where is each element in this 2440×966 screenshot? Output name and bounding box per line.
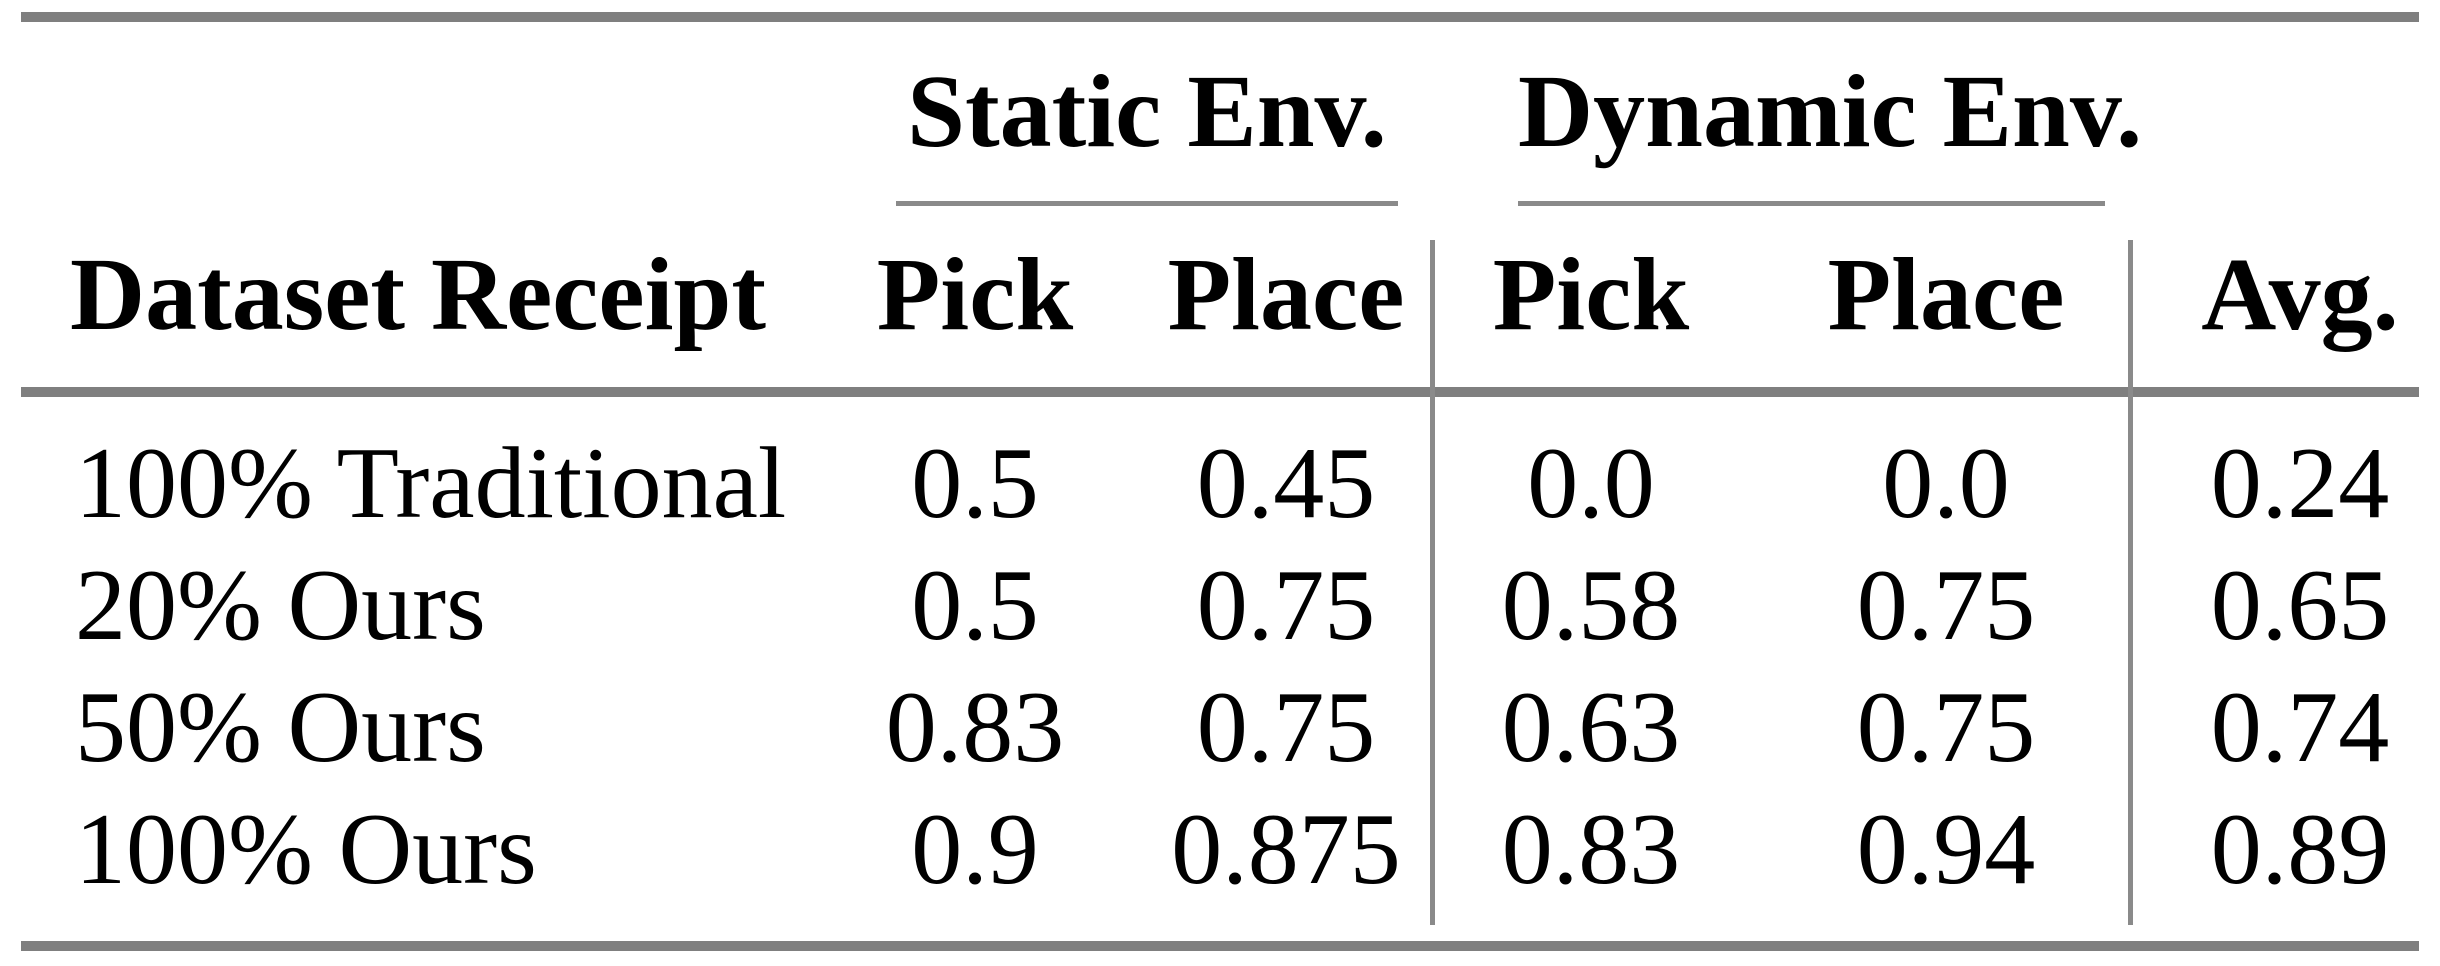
table-row: 20% Ours 0.5 0.75 0.58 0.75 0.65: [0, 545, 2440, 667]
cell-static-place: 0.875: [1171, 793, 1401, 906]
row-label: 20% Ours: [75, 549, 486, 662]
group-header-dynamic-env: Dynamic Env.: [1518, 54, 2143, 169]
table-bottom-rule: [21, 941, 2419, 951]
cell-dynamic-pick: 0.83: [1501, 793, 1681, 906]
cell-static-pick: 0.5: [911, 427, 1039, 540]
column-header-dynamic-place: Place: [1827, 237, 2065, 352]
table-top-rule: [21, 12, 2419, 22]
cell-dynamic-place: 0.94: [1856, 793, 2036, 906]
group-header-static-env: Static Env.: [907, 54, 1387, 169]
cell-static-place: 0.45: [1196, 427, 1376, 540]
cell-dynamic-pick: 0.58: [1501, 549, 1681, 662]
column-separator-dynamic-avg: [2128, 240, 2133, 925]
cell-dynamic-pick: 0.63: [1501, 671, 1681, 784]
cell-avg: 0.65: [2210, 549, 2390, 662]
cell-dynamic-pick: 0.0: [1527, 427, 1655, 540]
table-row: 50% Ours 0.83 0.75 0.63 0.75 0.74: [0, 667, 2440, 789]
dynamic-env-underline: [1518, 201, 2105, 206]
row-label: 100% Ours: [75, 793, 537, 906]
column-header-static-place: Place: [1167, 237, 1405, 352]
table-row: 100% Traditional 0.5 0.45 0.0 0.0 0.24: [0, 423, 2440, 545]
cell-avg: 0.74: [2210, 671, 2390, 784]
static-env-underline: [896, 201, 1398, 206]
row-label: 50% Ours: [75, 671, 486, 784]
column-separator-static-dynamic: [1430, 240, 1435, 925]
cell-dynamic-place: 0.0: [1882, 427, 2010, 540]
cell-static-place: 0.75: [1196, 671, 1376, 784]
table-row: 100% Ours 0.9 0.875 0.83 0.94 0.89: [0, 789, 2440, 911]
column-header-avg: Avg.: [2201, 237, 2399, 352]
table-header-rule: [21, 387, 2419, 397]
cell-avg: 0.24: [2210, 427, 2390, 540]
column-header-static-pick: Pick: [876, 237, 1074, 352]
cell-avg: 0.89: [2210, 793, 2390, 906]
cell-static-pick: 0.83: [885, 671, 1065, 784]
column-header-dataset-receipt: Dataset Receipt: [70, 237, 766, 352]
cell-static-place: 0.75: [1196, 549, 1376, 662]
row-label: 100% Traditional: [75, 427, 787, 540]
cell-dynamic-place: 0.75: [1856, 671, 2036, 784]
cell-static-pick: 0.5: [911, 549, 1039, 662]
cell-static-pick: 0.9: [911, 793, 1039, 906]
column-header-row: Dataset Receipt Pick Place Pick Place Av…: [0, 237, 2440, 352]
column-header-dynamic-pick: Pick: [1492, 237, 1690, 352]
cell-dynamic-place: 0.75: [1856, 549, 2036, 662]
